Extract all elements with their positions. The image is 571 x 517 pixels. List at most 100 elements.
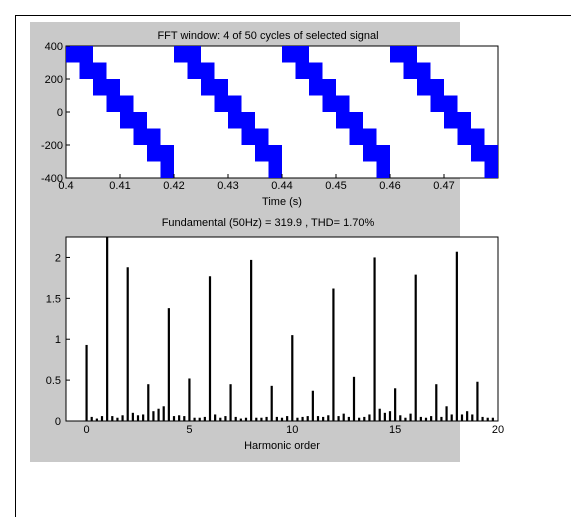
harmonic-bar: [265, 416, 268, 421]
harmonic-bars: [85, 237, 494, 421]
waveform-segment: [282, 46, 296, 63]
harmonic-bar: [152, 411, 155, 421]
waveform-segment: [160, 145, 174, 178]
harmonic-bar: [435, 384, 438, 421]
harmonic-bar: [203, 416, 206, 421]
harmonic-bar: [460, 414, 464, 421]
harmonic-bar: [388, 411, 392, 421]
top-y-tick-label: 0: [57, 107, 63, 119]
harmonic-bar: [481, 416, 484, 421]
bottom-y-tick-label: 1.5: [46, 293, 61, 305]
waveform-segment: [322, 79, 336, 112]
harmonic-bar: [100, 416, 104, 421]
top-y-tick-label: -200: [41, 140, 63, 152]
harmonic-bar: [270, 385, 273, 421]
waveform-segment: [228, 95, 242, 129]
waveform-segment: [66, 46, 80, 63]
harmonic-bar: [250, 259, 253, 421]
waveform-series: [66, 46, 498, 178]
waveform-segment: [255, 128, 269, 162]
waveform-segment: [403, 46, 417, 79]
harmonic-bar: [280, 417, 284, 421]
top-plot-xlabel: Time (s): [262, 196, 302, 208]
bottom-plot-title: Fundamental (50Hz) = 319.9 , THD= 1.70%: [162, 217, 375, 229]
harmonic-bar: [142, 414, 145, 421]
harmonic-bar: [255, 417, 258, 421]
top-x-tick-label: 0.43: [217, 180, 238, 192]
harmonic-bar: [450, 414, 453, 421]
harmonic-bar: [445, 406, 448, 421]
bottom-y-tick-label: 2: [55, 252, 61, 264]
harmonic-bar: [404, 417, 407, 421]
waveform-segment: [79, 46, 93, 79]
top-x-tick-label: 0.44: [271, 180, 292, 192]
waveform-segment: [93, 62, 107, 96]
harmonic-bar: [208, 276, 212, 421]
harmonic-bar: [378, 408, 381, 421]
harmonic-bar: [466, 411, 469, 421]
harmonic-bar: [219, 417, 222, 421]
waveform-segment: [241, 112, 255, 145]
harmonic-bar: [337, 416, 340, 421]
harmonic-bar: [424, 417, 428, 421]
harmonic-bar: [275, 416, 278, 421]
harmonic-bar: [373, 257, 376, 421]
bottom-x-tick-label: 10: [286, 424, 298, 436]
bottom-x-tick-label: 20: [492, 424, 504, 436]
waveform-segment: [106, 79, 120, 112]
bottom-x-tick-label: 15: [389, 424, 401, 436]
harmonic-bar: [286, 416, 289, 421]
waveform-segment: [201, 62, 215, 96]
bottom-y-tick-label: 1: [55, 334, 61, 346]
bottom-x-tick-label: 5: [186, 424, 192, 436]
top-x-tick-label: 0.47: [433, 180, 454, 192]
waveform-segment: [417, 62, 431, 96]
harmonic-bar: [342, 413, 345, 421]
waveform-segment: [349, 112, 363, 145]
harmonic-bar: [136, 415, 140, 421]
waveform-segment: [295, 46, 309, 79]
harmonic-bar: [291, 335, 294, 421]
harmonic-bar: [162, 406, 165, 421]
harmonic-bar: [352, 376, 356, 421]
harmonic-bar: [471, 414, 474, 421]
harmonic-bar: [172, 416, 176, 421]
harmonic-bar: [167, 308, 170, 421]
harmonic-bar: [193, 417, 196, 421]
bottom-plot-xlabel: Harmonic order: [244, 440, 320, 452]
harmonic-bar: [234, 416, 237, 421]
harmonic-bar: [239, 418, 242, 421]
top-y-tick-label: 200: [45, 74, 63, 86]
waveform-segment: [309, 62, 323, 96]
harmonic-bar: [394, 388, 397, 421]
harmonic-bar: [383, 412, 386, 421]
top-plot-axes: 0.4 0.41 0.42 0.43 0.44 0.45 0.46 0.47 400 200 0 -2…: [41, 41, 455, 192]
harmonic-bar: [327, 415, 330, 421]
harmonic-bar: [476, 381, 479, 421]
top-x-tick-label: 0.4: [58, 180, 73, 192]
harmonic-bar: [106, 237, 109, 421]
top-y-tick-label: 400: [45, 41, 63, 53]
bottom-plot-axes: 0 5 10 15 20 2 1.5 1 0.5 0: [46, 252, 504, 436]
harmonic-bar: [455, 251, 458, 421]
waveform-segment: [390, 46, 404, 63]
harmonic-bar: [85, 344, 88, 421]
harmonic-bar: [419, 416, 422, 421]
harmonic-bar: [322, 416, 325, 421]
waveform-segment: [430, 79, 444, 112]
waveform-segment: [471, 128, 485, 162]
harmonic-bar: [440, 416, 443, 421]
waveform-segment: [187, 46, 201, 79]
harmonic-bar: [116, 417, 119, 421]
harmonic-bar: [399, 415, 402, 421]
harmonic-bar: [414, 274, 417, 421]
harmonic-bar: [229, 384, 232, 421]
top-plot-title: FFT window: 4 of 50 cycles of selected s…: [157, 30, 378, 42]
top-x-tick-label: 0.46: [379, 180, 400, 192]
harmonic-bar: [157, 408, 160, 421]
bottom-y-tick-label: 0.5: [46, 375, 61, 387]
top-x-tick-label: 0.45: [325, 180, 346, 192]
harmonic-bar: [244, 417, 248, 421]
harmonic-bar: [358, 417, 361, 421]
harmonic-bar: [296, 417, 299, 421]
